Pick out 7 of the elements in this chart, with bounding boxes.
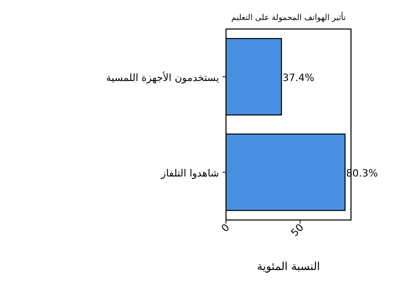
x-tick-label: 50 — [289, 222, 306, 240]
data-label: 37.4% — [282, 72, 314, 84]
y-tick-label: شاهدوا التلفاز — [160, 168, 219, 180]
x-axis-title: النسبة المئوية — [257, 260, 320, 273]
x-tick-label: 0 — [220, 222, 232, 235]
chart-title: تأثير الهواتف المحمولة على التعليم — [231, 11, 346, 22]
y-tick-label: يستخدمون الأجهزة اللمسية — [106, 70, 220, 84]
